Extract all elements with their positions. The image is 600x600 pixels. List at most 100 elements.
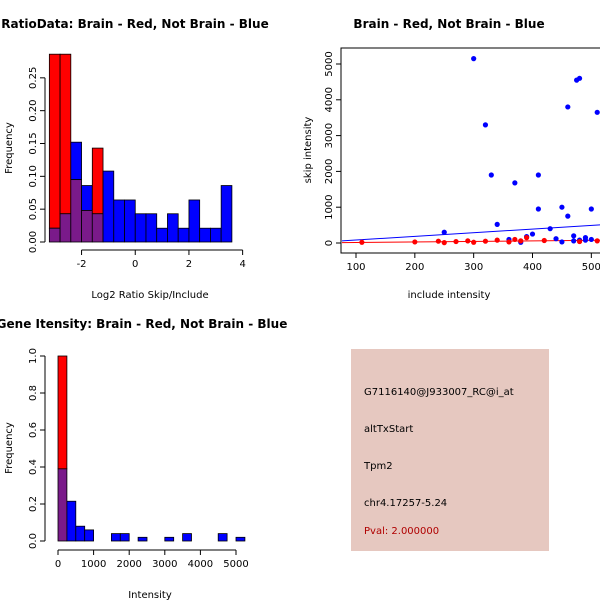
x-tick-label: 2000 bbox=[116, 559, 141, 570]
point-not-brain bbox=[494, 221, 500, 227]
y-tick-label: 0.2 bbox=[28, 496, 39, 512]
point-brain bbox=[359, 239, 365, 245]
bar-not-brain bbox=[102, 170, 115, 243]
point-not-brain bbox=[571, 238, 577, 244]
y-tick-label: 0.25 bbox=[28, 67, 39, 89]
point-not-brain bbox=[512, 180, 518, 186]
bar-not-brain bbox=[188, 199, 201, 243]
ratio-histogram-title: RatioData: Brain - Red, Not Brain - Blue bbox=[1, 17, 268, 31]
point-brain bbox=[465, 238, 471, 244]
point-not-brain bbox=[588, 206, 594, 212]
bar-not-brain bbox=[113, 199, 125, 243]
point-brain bbox=[594, 238, 600, 244]
intensity-histogram-title: Gene Itensity: Brain - Red, Not Brain - … bbox=[0, 317, 287, 331]
bar-not-brain bbox=[119, 533, 130, 542]
bar-not-brain bbox=[235, 536, 246, 542]
point-brain bbox=[471, 239, 477, 245]
point-not-brain bbox=[559, 204, 565, 210]
x-tick-label: 4000 bbox=[188, 559, 213, 570]
scatter-ylabel: skip intensity bbox=[303, 117, 314, 184]
bar-overlap bbox=[81, 210, 93, 243]
point-not-brain bbox=[529, 231, 536, 237]
ratio-histogram-panel: RatioData: Brain - Red, Not Brain - Blue… bbox=[1, 17, 268, 301]
bar-overlap bbox=[48, 227, 61, 243]
bar-not-brain bbox=[177, 227, 190, 243]
x-tick-label: 0 bbox=[55, 559, 61, 570]
x-tick-label: 100 bbox=[346, 262, 365, 273]
point-brain bbox=[482, 238, 489, 244]
point-brain bbox=[512, 236, 518, 243]
bar-brain bbox=[59, 53, 72, 215]
point-not-brain bbox=[571, 233, 577, 239]
scatter-axes: 1002003004005006007000100020003000400050… bbox=[324, 51, 600, 273]
bar-not-brain bbox=[164, 536, 175, 542]
scatter-panel: Brain - Red, Not Brain - Blue 100 200 300 4… bbox=[303, 17, 600, 301]
y-tick-label: 0 bbox=[324, 240, 335, 246]
point-brain bbox=[453, 238, 459, 245]
bar-not-brain bbox=[124, 199, 136, 243]
y-tick-label: 0.6 bbox=[28, 422, 39, 438]
bar-not-brain bbox=[210, 227, 222, 243]
bar-not-brain bbox=[145, 213, 158, 243]
x-tick-label: 3000 bbox=[152, 559, 177, 570]
point-not-brain bbox=[582, 237, 589, 243]
scatter-fit-lines bbox=[341, 224, 600, 244]
x-tick-label: 500 bbox=[582, 262, 600, 273]
fit-line-brain bbox=[341, 239, 600, 244]
x-tick-label: -2 bbox=[77, 259, 87, 270]
bar-not-brain bbox=[156, 227, 168, 243]
y-tick-label: 0.00 bbox=[28, 231, 39, 253]
bar-not-brain bbox=[81, 185, 93, 211]
y-tick-label: 1000 bbox=[324, 194, 335, 219]
bar-brain bbox=[48, 53, 61, 229]
bar-not-brain bbox=[217, 533, 228, 542]
intensity-histogram-bars bbox=[57, 355, 246, 542]
point-brain bbox=[541, 237, 547, 244]
gene-name-text: Tpm2 bbox=[364, 461, 393, 472]
location-text: chr4.17257-5.24 bbox=[364, 498, 448, 509]
info-panel: G7116140@J933007_RC@i_at altTxStart Tpm2… bbox=[351, 349, 549, 551]
point-not-brain bbox=[535, 206, 541, 212]
ratio-histogram-bars bbox=[48, 53, 233, 243]
point-brain bbox=[435, 238, 441, 244]
ratio-histogram-axes: -2 0 2 4 0.00 0.05 0.10 0.15 0.20 0.25 bbox=[28, 67, 246, 270]
bar-overlap bbox=[57, 468, 68, 542]
scatter-xlabel: include intensity bbox=[408, 290, 491, 301]
point-not-brain bbox=[588, 236, 594, 243]
bar-brain bbox=[91, 147, 104, 215]
y-tick-label: 1.0 bbox=[28, 348, 39, 364]
point-not-brain bbox=[471, 56, 477, 62]
point-not-brain bbox=[574, 77, 580, 83]
intensity-histogram-xlabel: Intensity bbox=[128, 590, 172, 600]
point-brain bbox=[506, 239, 512, 245]
point-not-brain bbox=[553, 236, 559, 242]
bar-not-brain bbox=[199, 227, 211, 243]
probe-id-text: G7116140@J933007_RC@i_at bbox=[364, 387, 514, 398]
ratio-histogram-ylabel: Frequency bbox=[4, 122, 15, 174]
scatter-points bbox=[359, 56, 600, 246]
y-tick-label: 3000 bbox=[324, 123, 335, 148]
point-brain bbox=[494, 237, 500, 243]
x-tick-label: 300 bbox=[464, 262, 483, 273]
bar-not-brain bbox=[84, 529, 94, 542]
x-tick-label: 0 bbox=[132, 259, 138, 270]
bar-overlap bbox=[91, 213, 104, 243]
fit-line-not-brain bbox=[341, 224, 600, 242]
point-brain bbox=[412, 239, 418, 245]
bar-brain bbox=[57, 355, 68, 470]
point-not-brain bbox=[565, 104, 571, 110]
x-tick-label: 5000 bbox=[223, 559, 248, 570]
point-brain bbox=[576, 238, 583, 245]
x-tick-label: 2 bbox=[186, 259, 192, 270]
intensity-histogram-axes: 0 1000 2000 3000 4000 5000 0.0 0.2 0.4 0.6 0.8 1.0 bbox=[28, 348, 249, 570]
bar-not-brain bbox=[66, 500, 77, 542]
scatter-plot-frame bbox=[340, 47, 600, 254]
bar-not-brain bbox=[182, 533, 192, 542]
y-tick-label: 0.10 bbox=[28, 165, 39, 187]
point-brain bbox=[441, 240, 447, 246]
bar-not-brain bbox=[220, 185, 233, 243]
pval-text: Pval: 2.000000 bbox=[364, 526, 440, 537]
bar-not-brain bbox=[167, 213, 179, 243]
point-not-brain bbox=[535, 172, 541, 178]
y-tick-label: 0.4 bbox=[28, 459, 39, 475]
